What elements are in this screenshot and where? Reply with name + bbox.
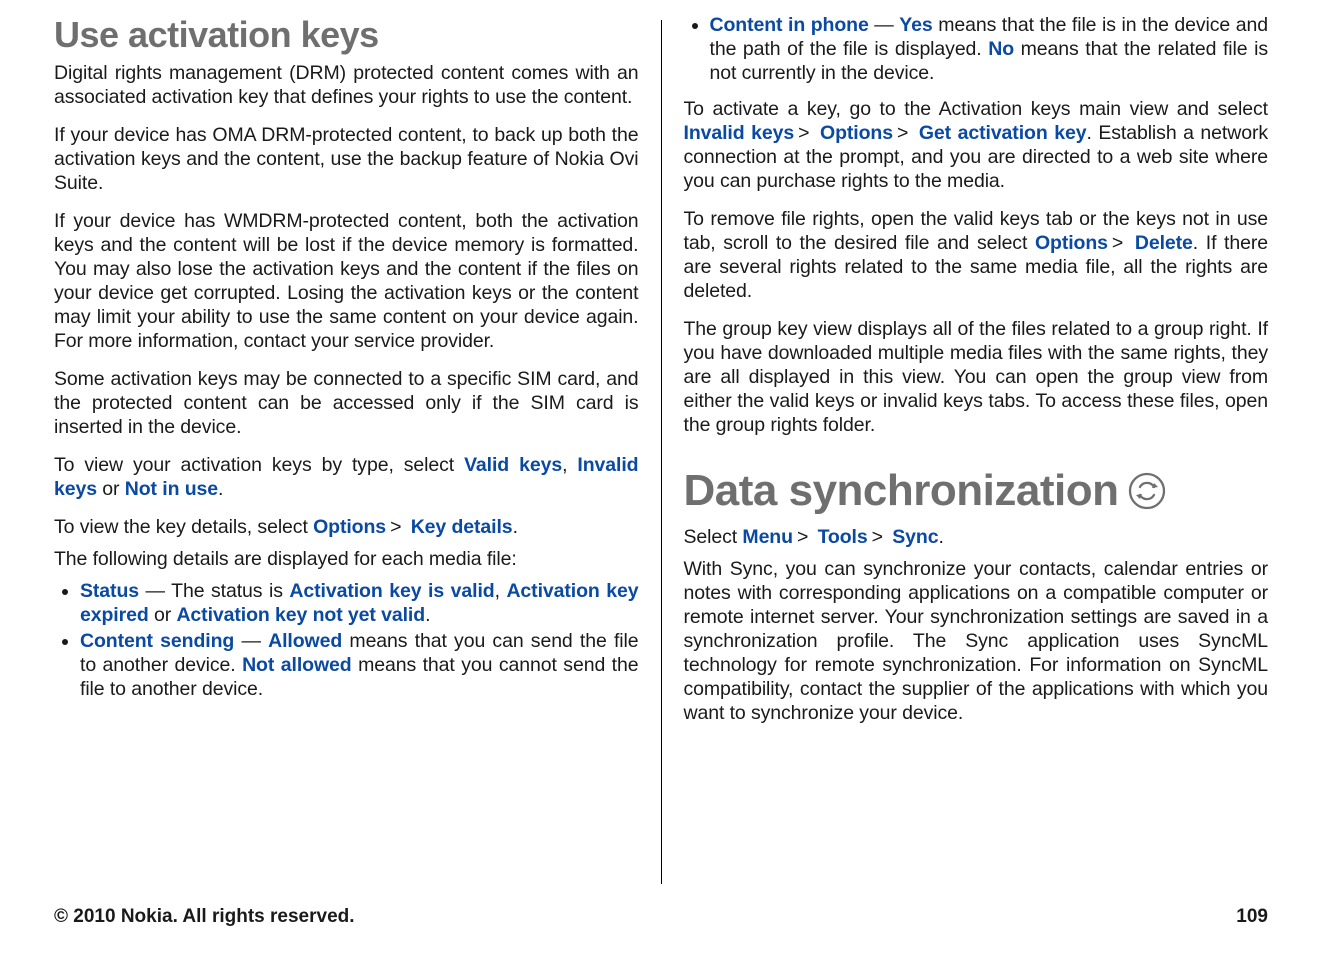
text: . — [218, 478, 223, 500]
text: To activate a key, go to the Activation … — [684, 98, 1269, 120]
keyword-get-activation-key: Get activation key — [919, 122, 1087, 144]
paragraph: The group key view displays all of the f… — [684, 318, 1269, 438]
paragraph: With Sync, you can synchronize your cont… — [684, 558, 1269, 726]
keyword-invalid-keys: Invalid keys — [684, 122, 795, 144]
column-divider — [661, 20, 662, 884]
text: — — [869, 14, 900, 36]
keyword-sync: Sync — [892, 526, 938, 548]
keyword-not-in-use: Not in use — [125, 478, 218, 500]
text: — The status is — [139, 580, 289, 602]
text: To view the key details, select — [54, 516, 313, 538]
paragraph: Select Menu> Tools> Sync. — [684, 526, 1269, 550]
two-column-layout: Use activation keys Digital rights manag… — [54, 14, 1268, 884]
keyword-content-in-phone: Content in phone — [710, 14, 869, 36]
page-footer: © 2010 Nokia. All rights reserved. 109 — [54, 906, 1268, 928]
text: Select — [684, 526, 743, 548]
paragraph: To view your activation keys by type, se… — [54, 454, 639, 502]
left-column: Use activation keys Digital rights manag… — [54, 14, 639, 884]
paragraph: To view the key details, select Options>… — [54, 516, 639, 540]
text: or — [149, 604, 177, 626]
keyword-options: Options — [820, 122, 893, 144]
text: — — [234, 630, 268, 652]
keyword-delete: Delete — [1135, 232, 1193, 254]
keyword-no: No — [988, 38, 1014, 60]
text: , — [495, 580, 507, 602]
breadcrumb-separator: > — [798, 122, 809, 144]
keyword-menu: Menu — [742, 526, 793, 548]
paragraph: To remove file rights, open the valid ke… — [684, 208, 1269, 304]
heading-data-synchronization: Data synchronization — [684, 466, 1269, 516]
keyword-options: Options — [313, 516, 386, 538]
keyword-content-sending: Content sending — [80, 630, 234, 652]
keyword-status: Status — [80, 580, 139, 602]
text: or — [97, 478, 125, 500]
breadcrumb-separator: > — [797, 526, 808, 548]
keyword-activation-valid: Activation key is valid — [289, 580, 494, 602]
list-item: Status — The status is Activation key is… — [80, 580, 639, 628]
text: . — [425, 604, 430, 626]
breadcrumb-separator: > — [872, 526, 883, 548]
paragraph: If your device has WMDRM-protected conte… — [54, 210, 639, 354]
keyword-yes: Yes — [899, 14, 932, 36]
text: To view your activation keys by type, se… — [54, 454, 464, 476]
text: , — [562, 454, 577, 476]
page-number: 109 — [1236, 906, 1268, 928]
manual-page: Use activation keys Digital rights manag… — [0, 0, 1322, 954]
paragraph: If your device has OMA DRM-protected con… — [54, 124, 639, 196]
paragraph: To activate a key, go to the Activation … — [684, 98, 1269, 194]
paragraph: Some activation keys may be connected to… — [54, 368, 639, 440]
keyword-activation-not-yet-valid: Activation key not yet valid — [176, 604, 425, 626]
text: . — [938, 526, 943, 548]
list-item: Content sending — Allowed means that you… — [80, 630, 639, 702]
tight-block: To view the key details, select Options>… — [54, 516, 639, 572]
heading-use-activation-keys: Use activation keys — [54, 14, 639, 56]
heading-text: Data synchronization — [684, 466, 1119, 516]
keyword-not-allowed: Not allowed — [242, 654, 352, 676]
paragraph: The following details are displayed for … — [54, 548, 639, 572]
text: . — [513, 516, 518, 538]
detail-list: Status — The status is Activation key is… — [54, 580, 639, 702]
breadcrumb-separator: > — [897, 122, 908, 144]
right-column: Content in phone — Yes means that the fi… — [684, 14, 1269, 884]
keyword-options: Options — [1035, 232, 1108, 254]
sync-icon — [1128, 472, 1166, 510]
keyword-allowed: Allowed — [268, 630, 342, 652]
keyword-key-details: Key details — [411, 516, 513, 538]
breadcrumb-separator: > — [1112, 232, 1123, 254]
detail-list-continued: Content in phone — Yes means that the fi… — [684, 14, 1269, 86]
paragraph: Digital rights management (DRM) protecte… — [54, 62, 639, 110]
keyword-tools: Tools — [818, 526, 868, 548]
keyword-valid-keys: Valid keys — [464, 454, 562, 476]
breadcrumb-separator: > — [390, 516, 401, 538]
copyright-text: © 2010 Nokia. All rights reserved. — [54, 906, 355, 928]
list-item: Content in phone — Yes means that the fi… — [710, 14, 1269, 86]
